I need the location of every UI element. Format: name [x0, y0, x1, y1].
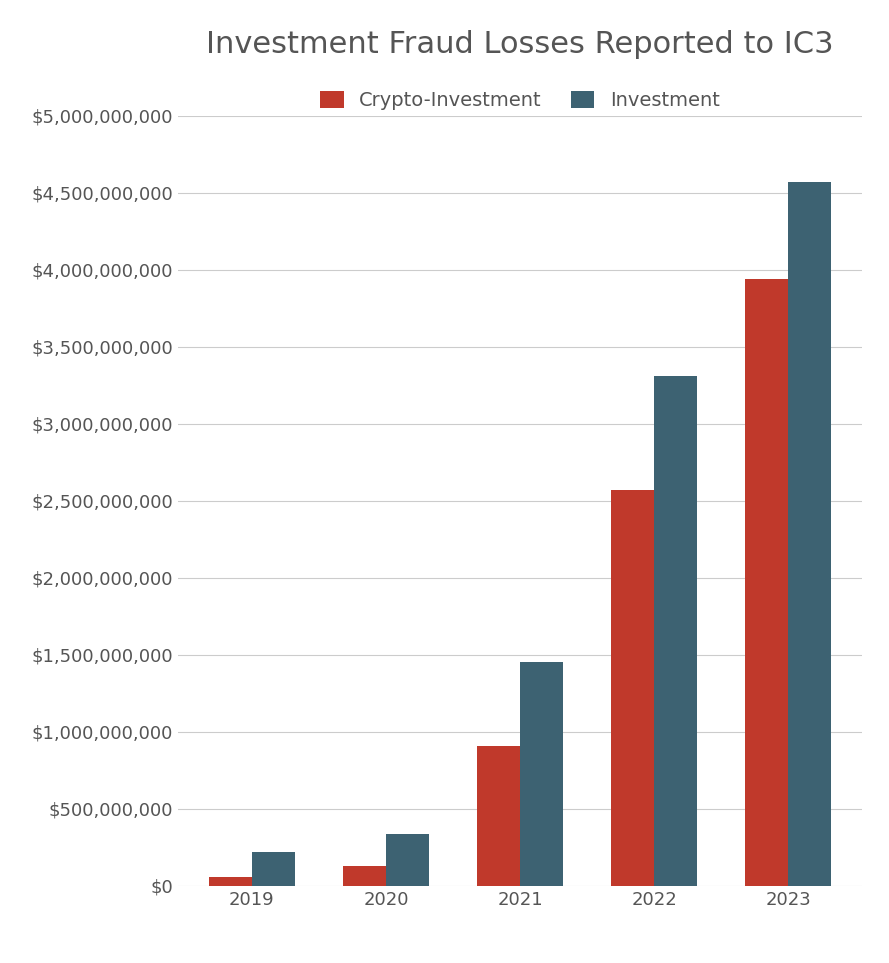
Bar — [343, 866, 386, 886]
Legend: Crypto-Investment, Investment: Crypto-Investment, Investment — [313, 83, 727, 117]
Bar — [252, 851, 295, 886]
Bar — [612, 490, 654, 886]
Bar — [745, 279, 789, 886]
Bar — [520, 662, 563, 886]
Bar — [209, 877, 252, 886]
Bar — [386, 834, 428, 886]
Title: Investment Fraud Losses Reported to IC3: Investment Fraud Losses Reported to IC3 — [206, 30, 834, 59]
Bar — [654, 376, 697, 886]
Bar — [477, 746, 520, 886]
Bar — [789, 182, 831, 886]
